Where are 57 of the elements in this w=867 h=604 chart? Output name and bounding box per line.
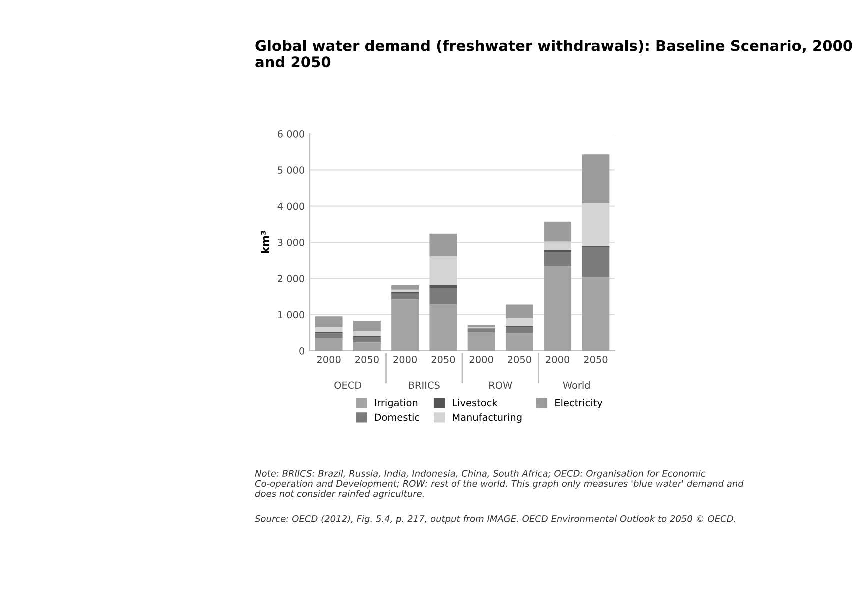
legend-label: Irrigation [375,399,418,408]
x-tick-label: 2050 [584,356,608,364]
bar [544,222,572,242]
bar [506,333,534,351]
bar [315,338,343,351]
text: OECD [334,382,362,390]
legend-label: Livestock [453,399,498,407]
bar [392,300,420,351]
bar [468,332,496,351]
legend-label: Domestic [375,414,420,422]
text: World [563,382,590,390]
y-tick-label: 5 000 [278,166,304,174]
chart-title: Global water demand (freshwater withdrawals): Baseline Scenario, 2000 and 2050 [256,40,852,68]
legend-label: Manufacturing [453,414,522,424]
bar [506,304,534,318]
bar [315,327,343,333]
bar [392,286,420,290]
bar [430,304,458,351]
bar [582,247,610,278]
x-tick-label: 2000 [317,356,341,364]
x-tick-label: 2000 [394,356,418,364]
bar [582,154,610,204]
x-tick-label: 2000 [546,356,570,364]
y-tick-label: 0 [300,347,304,355]
y-tick-label: 2 000 [278,275,304,282]
source-note: Source: OECD (2012), Fig. 5.4, p. 217, output from IMAGE. OECD Environmental Outlook to 2050 © OECD. [255,515,736,524]
y-tick-label: 1 000 [278,311,304,319]
bar [353,337,381,343]
bar [468,324,496,328]
legend-label: Electricity [556,399,603,408]
bar [430,285,458,288]
y-axis-title: km³ [260,231,270,254]
y-tick-label: 4 000 [278,202,304,210]
text: ROW [490,382,512,390]
bar [315,334,343,338]
bar [430,288,458,305]
x-tick-label: 2050 [432,356,456,364]
bar [544,252,572,266]
bar [468,329,496,333]
y-tick-label: 3 000 [278,238,304,246]
x-tick-label: 2000 [470,356,494,364]
bar [430,234,458,257]
x-tick-label: 2050 [356,356,379,364]
bar [353,320,381,332]
bar [506,318,534,326]
bar [582,277,610,351]
x-tick-label: 2050 [508,356,532,364]
text: BRIICS [409,382,440,390]
bar [353,342,381,351]
bar [392,294,420,300]
bar [315,316,343,328]
y-tick-label: 6 000 [278,130,304,138]
bar [544,266,572,351]
bar [353,331,381,336]
text: Note: BRIICS: Brazil, Russia, India, Indonesia, China, South Africa; OECD: Organisation for Economic Co-operation and Development; ROW: rest of the world. This graph only measures 'blue water' demand and does not consider rainfed agriculture. [255,470,744,499]
bar [506,327,534,334]
bar [392,290,420,292]
